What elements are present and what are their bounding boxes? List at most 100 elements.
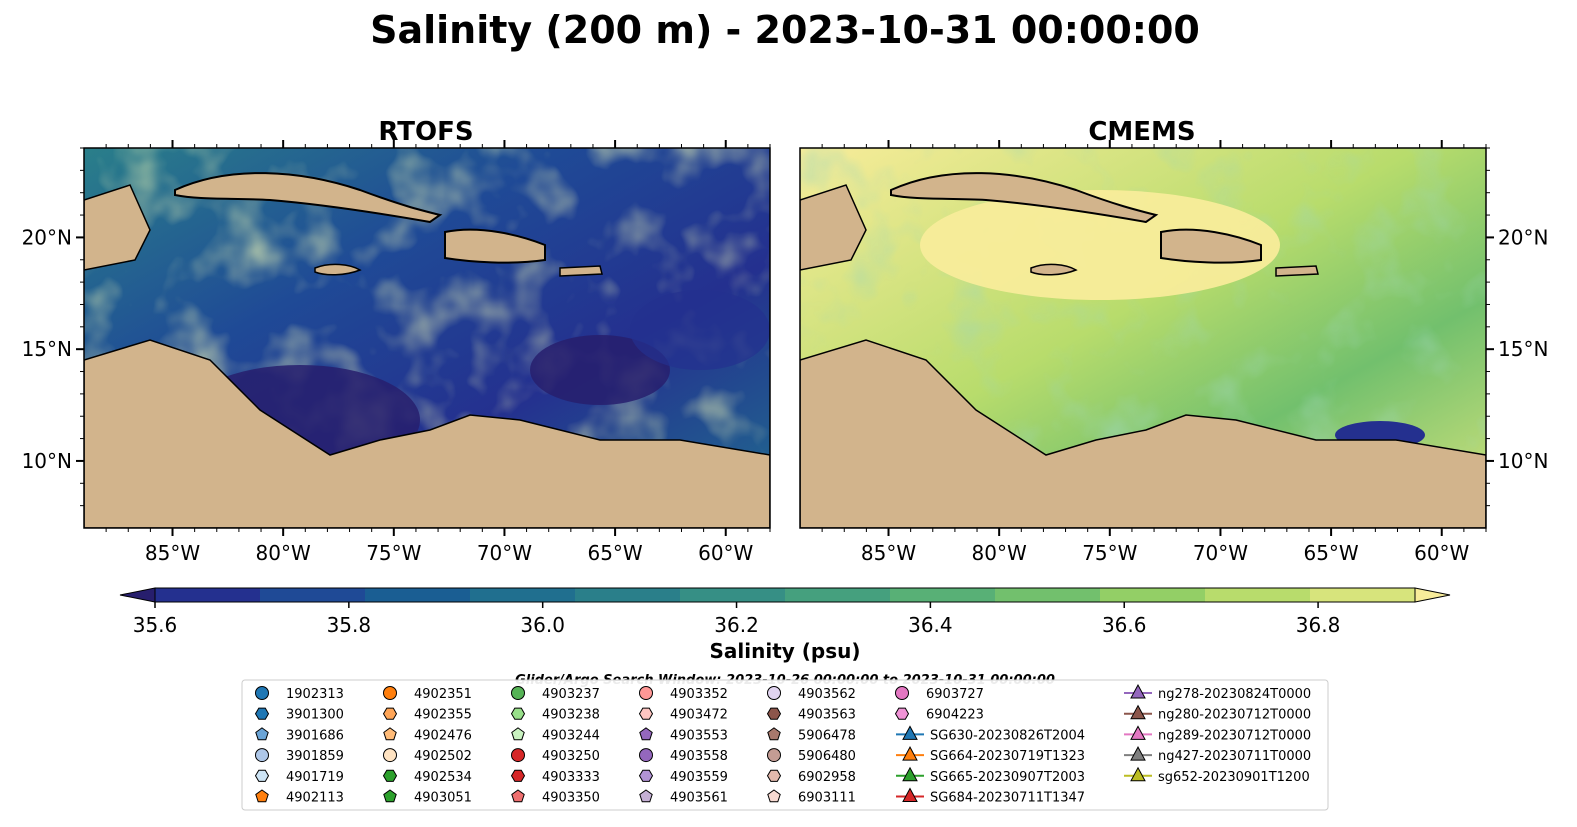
legend-marker-pentagon xyxy=(767,727,781,741)
colorbar-label: Salinity (psu) xyxy=(709,639,860,663)
saline-core-north xyxy=(920,190,1280,300)
legend-entry-label: 4903472 xyxy=(670,708,728,723)
axis-ticks-rtofs: 85°W 80°W 75°W 70°W 65°W 60°W 20°N 15°N 10°N xyxy=(22,140,771,565)
legend-entry-label: 4902534 xyxy=(414,770,472,785)
legend-entry-label: 3901859 xyxy=(286,749,344,764)
legend-entry-label: 4903238 xyxy=(542,708,600,723)
map-frame-cmems xyxy=(799,147,1487,529)
legend-marker-hexagon xyxy=(638,769,654,782)
colorbar-segment xyxy=(995,588,1101,602)
x-tick-label: 80°W xyxy=(972,541,1027,565)
legend-entry-label: 4903350 xyxy=(542,791,600,806)
colorbar-segment xyxy=(260,588,366,602)
fresh-eddy-east xyxy=(630,290,770,370)
legend-marker-circle xyxy=(255,686,269,700)
legend-entry-label: ng278-20230824T0000 xyxy=(1158,687,1311,702)
legend-entry-label: 4903561 xyxy=(670,791,728,806)
legend-marker-pentagon xyxy=(767,789,781,803)
legend-marker-triangle xyxy=(902,725,918,740)
y-tick-label: 20°N xyxy=(22,225,72,249)
legend-marker-hexagon xyxy=(894,707,910,720)
legend-entry-label: 6903111 xyxy=(798,791,856,806)
panel-title-cmems: CMEMS xyxy=(1088,117,1195,147)
legend-marker-circle xyxy=(639,748,653,763)
colorbar-tick-label: 36.2 xyxy=(714,613,759,637)
legend-entry-label: 4902355 xyxy=(414,708,472,723)
colorbar-segment xyxy=(1310,588,1416,602)
colorbar-min-extend xyxy=(119,587,156,603)
legend-entry-label: SG684-20230711T1347 xyxy=(930,791,1085,806)
x-tick-label: 60°W xyxy=(1414,541,1469,565)
legend-entry-label: 4903553 xyxy=(670,728,728,743)
colorbar-segment xyxy=(680,588,786,602)
legend-entry-label: ng427-20230711T0000 xyxy=(1158,749,1311,764)
legend-marker-triangle xyxy=(1130,704,1146,720)
legend-entry-label: SG664-20230719T1323 xyxy=(930,749,1085,764)
puerto-rico-land xyxy=(559,265,603,277)
x-tick-label: 70°W xyxy=(477,541,532,565)
colorbar-segment xyxy=(785,588,891,602)
legend-entry-label: 4903250 xyxy=(542,749,600,764)
legend-entry-label: 4903558 xyxy=(670,749,728,764)
legend-entry-label: 4902502 xyxy=(414,749,472,764)
legend-marker-pentagon xyxy=(639,789,653,803)
colorbar-segment xyxy=(1205,588,1311,602)
legend-marker-triangle xyxy=(902,787,918,802)
yucatan-land xyxy=(800,184,867,271)
colorbar-tick-label: 36.0 xyxy=(520,613,565,637)
x-tick-label: 75°W xyxy=(366,541,421,565)
legend-entry-label: 4901719 xyxy=(286,770,344,785)
panel-rtofs: RTOFS 85°W 80°W 75°W 70°W 65°W 60°W 20°N 15°N 10… xyxy=(22,117,771,565)
legend-marker-circle xyxy=(511,686,525,700)
legend-marker-pentagon xyxy=(639,727,653,741)
legend-marker-pentagon xyxy=(255,727,269,741)
colorbar-segment xyxy=(155,588,261,602)
legend-marker-triangle xyxy=(902,766,918,782)
y-tick-label: 10°N xyxy=(22,449,72,473)
colorbar-tick-label: 35.6 xyxy=(133,613,178,637)
legend-entry-label: 4903352 xyxy=(670,687,728,702)
yucatan-land xyxy=(84,184,151,271)
legend-entry-label: 4902476 xyxy=(414,728,472,743)
y-tick-label: 15°N xyxy=(22,337,72,361)
legend-entry-label: 4903244 xyxy=(542,728,600,743)
axis-ticks-cmems: 85°W 80°W 75°W 70°W 65°W 60°W 20°N 15°N 10°N xyxy=(821,140,1548,565)
legend-marker-pentagon xyxy=(511,727,525,741)
puerto-rico-land xyxy=(1275,265,1319,277)
legend-marker-hexagon xyxy=(766,769,782,782)
legend-marker-circle xyxy=(895,686,909,700)
legend-marker-circle xyxy=(511,748,525,763)
legend-marker-hexagon xyxy=(382,769,398,782)
panel-title-rtofs: RTOFS xyxy=(378,117,473,147)
x-tick-label: 65°W xyxy=(1303,541,1358,565)
legend-marker-triangle xyxy=(1130,683,1146,699)
legend-marker-circle xyxy=(767,686,781,700)
legend-marker-circle xyxy=(255,748,269,763)
legend-marker-circle xyxy=(383,748,397,763)
legend-entry-label: 4903563 xyxy=(798,708,856,723)
y-tick-label: 10°N xyxy=(1498,449,1548,473)
jamaica-land xyxy=(1030,263,1078,276)
colorbar-tick-label: 36.8 xyxy=(1296,613,1341,637)
legend-entry-label: 6903727 xyxy=(926,687,984,702)
colorbar-tick-label: 36.6 xyxy=(1102,613,1147,637)
figure-title: Salinity (200 m) - 2023-10-31 00:00:00 xyxy=(370,8,1200,52)
x-tick-label: 85°W xyxy=(145,541,200,565)
legend-entry-label: 3901300 xyxy=(286,708,344,723)
x-tick-label: 85°W xyxy=(861,541,916,565)
panel-cmems: CMEMS 85°W 80°W 75°W 70°W 65°W 60°W 20°N 15°N 10… xyxy=(799,117,1548,565)
south-america-central-america-land xyxy=(800,339,1486,528)
legend-marker-triangle xyxy=(1130,746,1146,761)
legend-marker-hexagon xyxy=(510,769,526,782)
y-tick-label: 20°N xyxy=(1498,225,1548,249)
colorbar-max-extend xyxy=(1414,587,1451,603)
colorbar-segment xyxy=(575,588,681,602)
legend-entry-label: 4903562 xyxy=(798,687,856,702)
colorbar-tick-label: 35.8 xyxy=(327,613,372,637)
legend-entry-label: 4902113 xyxy=(286,791,344,806)
legend-marker-pentagon xyxy=(383,727,397,741)
hispaniola-land xyxy=(1160,228,1262,264)
legend-entry-label: 3901686 xyxy=(286,728,344,743)
legend-entry-label: 1902313 xyxy=(286,687,344,702)
legend-entry-label: SG665-20230907T2003 xyxy=(930,770,1085,785)
